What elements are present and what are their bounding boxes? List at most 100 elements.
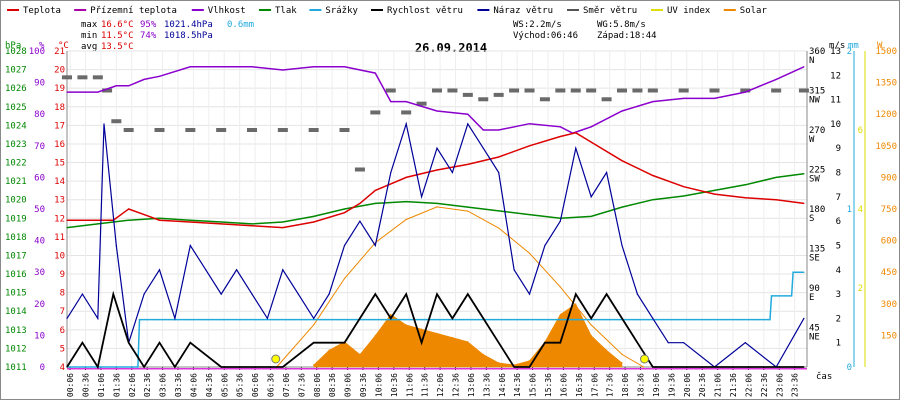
temperature-tick-5: 9: [60, 270, 65, 280]
x-tick-9: 04:36: [205, 373, 214, 397]
series-humidity-point-5: [158, 75, 161, 77]
series-wind-gust-point-18: [328, 293, 330, 295]
x-tick-11: 05:36: [236, 373, 245, 397]
series-pressure-point-10: [374, 202, 376, 205]
temperature-tick-1: 5: [60, 344, 65, 354]
humidity-tick-0: 0: [40, 363, 45, 373]
series-pressure-point-20: [683, 195, 685, 197]
series-temperature-point-25: [713, 193, 716, 195]
pressure-tick-3: 1014: [5, 307, 27, 317]
humidity-tick-7: 70: [34, 142, 45, 152]
series-solar: [313, 303, 623, 368]
stat-max-hum: 95%: [140, 20, 157, 30]
x-tick-26: 13:06: [467, 373, 476, 397]
wind-tick-7: 8: [836, 169, 841, 179]
series-temperature-point-16: [467, 163, 469, 165]
series-wind-speed-point-10: [251, 366, 253, 368]
series-wind-speed-point-36: [744, 366, 746, 368]
sunset-marker: [640, 354, 650, 364]
series-pressure-point-2: [128, 219, 130, 221]
humidity-tick-10: 100: [29, 47, 45, 57]
x-tick-25: 12:36: [452, 373, 461, 397]
series-wind-gust: [66, 121, 805, 368]
uv-tick-0: 2: [858, 284, 863, 294]
series-wind-dir-point-2: [92, 75, 103, 80]
temperature-tick-17: 21: [54, 47, 65, 57]
series-humidity-point-1: [97, 91, 99, 93]
series-wind-dir-point-29: [601, 97, 612, 102]
series-wind-dir-point-19: [447, 88, 458, 93]
series-wind-speed-point-13: [343, 342, 346, 344]
solar-tick-4: 750: [881, 205, 897, 215]
series-solar-theory-point-2: [343, 277, 346, 280]
solar-tick-5: 900: [881, 173, 897, 183]
series-temperature-point-9: [282, 226, 284, 229]
series-humidity-point-22: [581, 129, 583, 131]
wind-tick-2: 3: [836, 290, 841, 300]
x-tick-18: 09:06: [344, 373, 353, 397]
series-wind-speed-point-7: [174, 366, 176, 368]
legend-label-1: Přízemní teplota: [90, 6, 177, 16]
series-wind-gust-point-2: [97, 317, 99, 319]
series-wind-speed-point-35: [713, 366, 716, 368]
series-temperature-point-22: [621, 160, 623, 162]
series-wind-gust-point-41: [683, 342, 685, 344]
x-tick-0: 00:06: [66, 373, 75, 397]
uv-tick-2: 6: [858, 126, 863, 136]
series-humidity-point-19: [528, 123, 531, 125]
series-temperature-point-3: [128, 208, 130, 210]
series-wind-speed-point-24: [513, 366, 515, 368]
x-tick-28: 14:06: [498, 373, 507, 397]
series-wind-dir-point-18: [432, 88, 442, 93]
series-wind-dir-point-1: [77, 75, 88, 80]
series-wind-dir-point-24: [524, 88, 535, 93]
direction-tick-dir-6: E: [809, 293, 814, 303]
series-wind-gust-point-38: [636, 293, 639, 295]
series-wind-speed-point-14: [359, 317, 361, 319]
series-pressure-point-22: [744, 184, 746, 186]
series-wind-dir-point-4: [111, 119, 122, 124]
pressure-tick-16: 1027: [5, 66, 27, 76]
series-humidity-point-3: [128, 85, 130, 87]
legend-label-6: Náraz větru: [493, 6, 553, 16]
x-tick-7: 03:36: [174, 373, 183, 397]
series-wind-speed-point-32: [636, 342, 639, 344]
stat-min-hum: 74%: [140, 31, 157, 41]
x-tick-38: 19:06: [652, 373, 661, 397]
series-pressure-point-0: [66, 226, 68, 229]
series-wind-speed-point-29: [590, 317, 592, 319]
x-tick-32: 16:06: [559, 373, 568, 397]
series-wind-speed-point-38: [803, 366, 805, 368]
uv-unit: W: [877, 41, 883, 51]
series-wind-gust-point-29: [498, 171, 500, 174]
series-wind-gust-point-15: [282, 269, 284, 271]
series-wind-speed-point-12: [313, 342, 315, 344]
series-wind-gust-point-26: [451, 171, 454, 174]
wind-tick-4: 5: [836, 241, 841, 251]
x-tick-24: 12:06: [436, 373, 445, 397]
direction-tick-deg-0: 360: [809, 47, 825, 57]
series-wind-dir-point-5: [123, 128, 134, 132]
humidity-tick-9: 90: [34, 79, 45, 89]
series-solar-theory-point-8: [528, 252, 531, 254]
series-wind-dir-point-14: [370, 110, 381, 115]
series-humidity-point-28: [744, 91, 746, 93]
temperature-tick-10: 14: [54, 177, 65, 187]
series-temperature-point-21: [590, 141, 592, 143]
legend-label-0: Teplota: [23, 6, 61, 16]
series-wind-gust-point-30: [513, 269, 515, 271]
x-tick-23: 11:36: [421, 373, 430, 397]
pressure-tick-5: 1016: [5, 270, 27, 280]
series-pressure-point-4: [189, 219, 191, 221]
series-temperature-point-5: [158, 219, 161, 221]
series-wind-speed-point-9: [220, 366, 222, 368]
series-pressure-point-21: [713, 189, 716, 192]
series-wind-speed-point-26: [544, 342, 546, 344]
series-temperature-point-13: [374, 189, 376, 192]
series-humidity-point-25: [652, 100, 654, 103]
x-axis-label: čas: [816, 371, 832, 382]
x-tick-5: 02:36: [143, 373, 152, 397]
x-tick-42: 21:06: [714, 373, 723, 397]
series-pressure-point-15: [528, 213, 531, 216]
